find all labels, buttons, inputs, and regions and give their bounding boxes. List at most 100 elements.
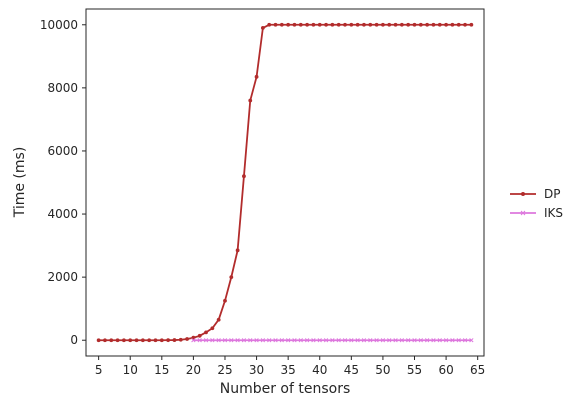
data-point — [431, 338, 436, 343]
data-point — [349, 22, 354, 27]
data-point — [153, 338, 158, 343]
data-point — [418, 22, 423, 27]
data-point — [279, 338, 284, 343]
x-tick-label: 20 — [186, 363, 201, 377]
data-point — [469, 338, 474, 343]
data-point — [267, 338, 272, 343]
data-point — [248, 98, 253, 103]
data-point — [368, 338, 373, 343]
data-point — [241, 338, 247, 343]
y-tick-label: 6000 — [47, 144, 78, 158]
data-point — [323, 338, 329, 343]
data-point — [140, 338, 145, 343]
data-point — [406, 338, 411, 343]
y-axis-label: Time (ms) — [12, 147, 28, 219]
data-point — [393, 338, 398, 343]
data-point — [450, 338, 455, 343]
data-point — [159, 338, 164, 343]
data-point — [210, 338, 215, 343]
y-tick-label: 2000 — [47, 270, 78, 284]
series-dp — [96, 22, 474, 343]
data-point — [387, 22, 392, 27]
data-point — [399, 22, 404, 27]
data-point — [128, 338, 133, 343]
data-point — [412, 338, 417, 343]
data-point — [273, 338, 278, 343]
data-point — [336, 22, 341, 27]
data-point — [393, 22, 398, 27]
data-point — [424, 338, 430, 343]
data-point — [305, 22, 310, 27]
data-point — [469, 22, 474, 27]
data-point — [178, 337, 183, 342]
x-axis-ticks: 5 10 15 20 25 30 35 40 45 50 55 60 65 — [95, 356, 485, 377]
data-point — [342, 338, 348, 343]
x-tick-label: 55 — [407, 363, 422, 377]
data-point — [235, 338, 240, 343]
data-point — [311, 338, 316, 343]
data-point — [197, 338, 202, 343]
x-tick-label: 25 — [217, 363, 232, 377]
data-point — [380, 338, 386, 343]
data-point — [462, 338, 468, 343]
data-point — [286, 338, 291, 343]
data-point — [166, 338, 171, 343]
data-point — [437, 338, 442, 343]
x-tick-label: 45 — [344, 363, 359, 377]
data-point — [223, 298, 227, 303]
data-point — [336, 338, 341, 343]
legend-label: DP — [544, 187, 560, 201]
legend-marker — [521, 192, 525, 196]
data-point — [374, 22, 379, 27]
data-point — [134, 338, 139, 343]
x-axis-label: Number of tensors — [220, 381, 351, 397]
data-point — [197, 333, 202, 338]
data-point — [115, 338, 120, 343]
data-point — [444, 22, 448, 27]
data-point — [229, 275, 234, 280]
y-tick-label: 10000 — [40, 18, 78, 32]
y-axis-ticks: 0 2000 4000 6000 8000 10000 — [40, 18, 86, 347]
data-point — [349, 338, 354, 343]
x-tick-label: 40 — [312, 363, 327, 377]
data-point — [216, 317, 221, 322]
data-point — [387, 338, 392, 343]
y-tick-label: 4000 — [47, 207, 78, 221]
series-iks — [191, 338, 474, 343]
data-point — [248, 338, 253, 343]
data-point — [450, 22, 455, 27]
data-point — [172, 338, 177, 342]
data-point — [443, 338, 449, 343]
data-point — [362, 22, 366, 27]
data-point — [229, 338, 234, 343]
x-tick-label: 50 — [375, 363, 390, 377]
data-point — [147, 338, 152, 343]
data-point — [418, 338, 423, 343]
data-point — [216, 338, 221, 343]
data-point — [330, 338, 335, 343]
x-tick-label: 35 — [281, 363, 296, 377]
data-point — [374, 338, 379, 343]
x-tick-label: 30 — [249, 363, 264, 377]
data-point — [260, 26, 265, 30]
data-point — [456, 338, 461, 343]
data-point — [406, 22, 411, 27]
data-point — [361, 338, 367, 343]
data-point — [185, 337, 189, 341]
legend-label: IKS — [544, 206, 563, 220]
data-point — [317, 338, 322, 343]
data-point — [431, 22, 436, 27]
data-point — [343, 22, 347, 27]
data-point — [122, 338, 126, 343]
data-point — [355, 22, 360, 27]
data-point — [304, 338, 310, 343]
data-point — [368, 22, 373, 27]
data-point — [286, 22, 291, 27]
data-point — [381, 22, 385, 27]
legend-marker — [520, 210, 526, 216]
data-point — [456, 22, 461, 27]
data-point — [355, 338, 360, 343]
x-tick-label: 10 — [123, 363, 138, 377]
data-point — [412, 22, 417, 27]
data-point — [103, 338, 107, 343]
